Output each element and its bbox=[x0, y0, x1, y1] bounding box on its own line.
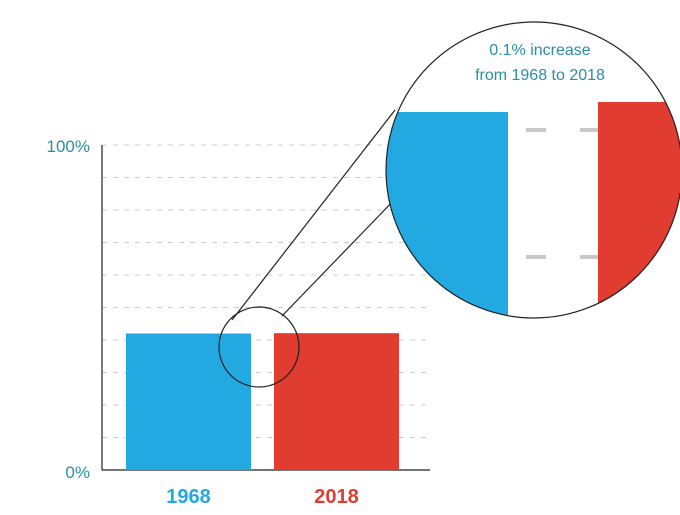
bar-2018 bbox=[274, 333, 399, 470]
x-tick-label-1968: 1968 bbox=[166, 486, 211, 508]
zoom-connector-line bbox=[231, 109, 396, 321]
zoom-bar-2018 bbox=[598, 102, 680, 318]
zoom-inset: 0.1% increase from 1968 to 2018 bbox=[385, 21, 680, 319]
focus-circle bbox=[218, 306, 300, 388]
annotation-line-2: from 1968 to 2018 bbox=[475, 67, 605, 84]
x-tick-labels: 1968 2018 bbox=[166, 486, 359, 508]
x-tick-label-2018: 2018 bbox=[314, 486, 359, 508]
y-tick-label-100: 100% bbox=[47, 137, 90, 156]
y-tick-label-0: 0% bbox=[65, 463, 90, 482]
zoom-connector-line bbox=[281, 195, 399, 317]
annotation-line-1: 0.1% increase bbox=[489, 42, 590, 59]
bar-1968 bbox=[126, 333, 251, 470]
bars bbox=[126, 333, 399, 470]
zoom-circle-outline bbox=[385, 21, 680, 319]
